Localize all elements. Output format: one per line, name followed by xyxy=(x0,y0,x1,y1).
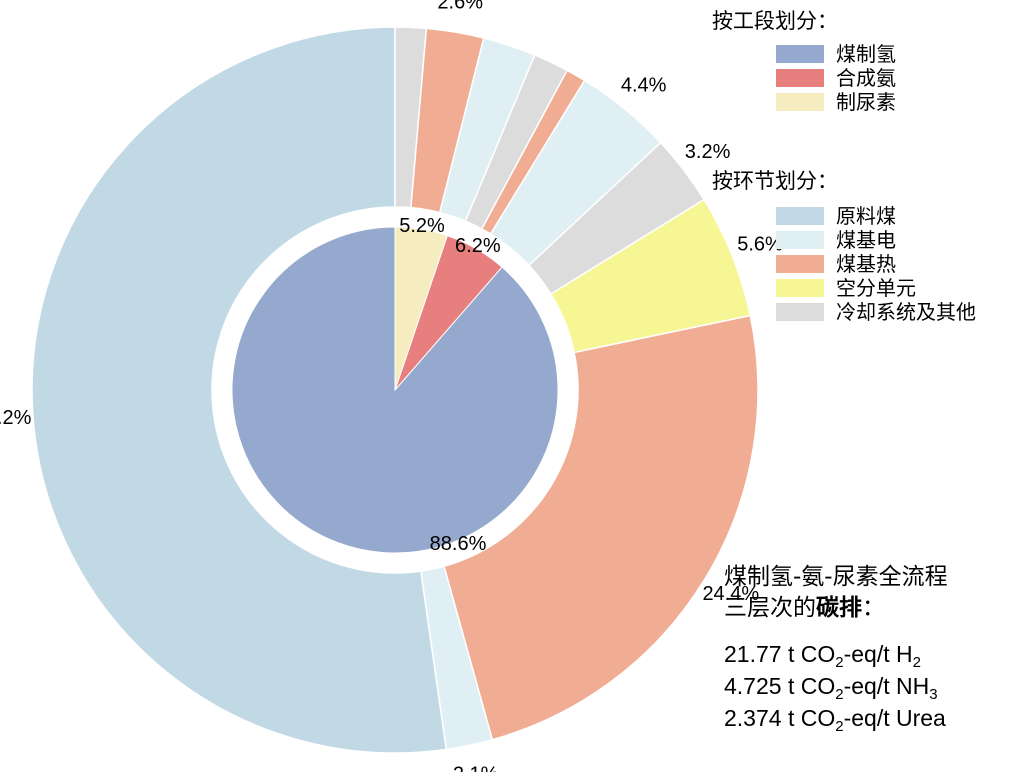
unit-subscript: 2 xyxy=(835,686,844,703)
outer-slice-label-3: 5.6% xyxy=(737,233,783,255)
inner-slice-label-1: 6.2% xyxy=(455,235,501,257)
summary-title: 煤制氢-氨-尿素全流程 三层次的碳排： xyxy=(724,562,1010,624)
outer-slice-label-4: 3.2% xyxy=(685,141,731,163)
summary-title-line2: 三层次的碳排： xyxy=(724,593,1010,624)
summary-line-ammonia: 4.725 t CO2-eq/t NH3 xyxy=(724,670,1010,702)
carbon-emission-summary: 煤制氢-氨-尿素全流程 三层次的碳排： 21.77 t CO2-eq/t H2 … xyxy=(724,562,1010,734)
unit-text: -eq/t NH xyxy=(843,673,930,699)
legend-swatch xyxy=(776,231,824,249)
unit-text: t CO xyxy=(787,641,836,667)
summary-line-urea: 2.374 t CO2-eq/t Urea xyxy=(724,702,1010,734)
outer-slice-label-2: 24.4% xyxy=(702,583,759,605)
unit-subscript: 2 xyxy=(835,654,844,671)
inner-slice-label-0: 88.6% xyxy=(430,533,487,555)
outer-ring-labels: 53.2% 2.1% 24.4% 5.6% 3.2% 4.4% 2.6% xyxy=(0,0,783,772)
legend-swatch xyxy=(776,69,824,87)
outer-slice-2 xyxy=(443,314,759,741)
legend-item-air-separation: 空分单元 xyxy=(776,276,916,300)
legend-label: 合成氨 xyxy=(836,66,896,90)
unit-text: t CO xyxy=(787,673,836,699)
process-stage-legend: 按工段划分： 煤制氢 合成氨 制尿素 xyxy=(712,8,896,114)
inner-slice-2 xyxy=(394,226,448,391)
summary-values: 21.77 t CO2-eq/t H2 4.725 t CO2-eq/t NH3… xyxy=(724,638,1010,734)
legend-label: 制尿素 xyxy=(836,90,896,114)
legend-swatch xyxy=(776,303,824,321)
legend-item-cooling-other: 冷却系统及其他 xyxy=(776,300,976,324)
summary-title-suffix: ： xyxy=(862,595,885,621)
summary-title-prefix: 三层次的 xyxy=(724,595,816,621)
legend-label: 空分单元 xyxy=(836,276,916,300)
process-step-legend: 按环节划分： 原料煤 煤基电 煤基热 空分单元 冷却系统及其他 xyxy=(712,168,976,324)
outer-slice-label-0: 53.2% xyxy=(0,407,32,429)
outer-slice-label-5: 4.4% xyxy=(621,75,667,97)
summary-line-hydrogen: 21.77 t CO2-eq/t H2 xyxy=(724,638,1010,670)
legend-swatch xyxy=(776,93,824,111)
summary-title-bold: 碳排 xyxy=(816,595,862,621)
summary-value: 4.725 xyxy=(724,673,782,699)
legend-item-coal-power: 煤基电 xyxy=(776,228,896,252)
outer-ring xyxy=(31,26,759,754)
summary-title-line1: 煤制氢-氨-尿素全流程 xyxy=(724,564,948,590)
legend-item-raw-coal: 原料煤 xyxy=(776,204,896,228)
legend-swatch xyxy=(776,45,824,63)
legend-label: 煤制氢 xyxy=(836,42,896,66)
legend-swatch xyxy=(776,207,824,225)
unit-text: -eq/t Urea xyxy=(843,705,946,731)
legend-label: 煤基电 xyxy=(836,228,896,252)
legend-swatch xyxy=(776,279,824,297)
unit-text: t CO xyxy=(787,705,836,731)
summary-value: 21.77 xyxy=(724,641,782,667)
inner-pie xyxy=(231,226,559,554)
outer-slice-label-1: 2.1% xyxy=(453,764,499,772)
unit-subscript: 3 xyxy=(929,686,938,703)
summary-value: 2.374 xyxy=(724,705,782,731)
outer-slice-10 xyxy=(394,26,428,209)
legend-label: 煤基热 xyxy=(836,252,896,276)
legend-item-hydrogen: 煤制氢 xyxy=(776,42,896,66)
process-step-legend-title: 按环节划分： xyxy=(712,169,838,193)
outer-slice-0 xyxy=(31,26,448,754)
inner-pie-labels: 88.6% 6.2% 5.2% xyxy=(399,215,501,555)
outer-slice-label-9: 2.6% xyxy=(437,0,483,13)
unit-subscript: 2 xyxy=(835,718,844,735)
legend-swatch xyxy=(776,255,824,273)
inner-slice-label-2: 5.2% xyxy=(399,215,445,237)
process-stage-legend-title: 按工段划分： xyxy=(712,9,838,33)
legend-label: 原料煤 xyxy=(836,204,896,228)
legend-item-coal-heat: 煤基热 xyxy=(776,252,896,276)
legend-item-ammonia: 合成氨 xyxy=(776,66,896,90)
unit-subscript: 2 xyxy=(912,654,921,671)
legend-label: 冷却系统及其他 xyxy=(836,300,976,324)
legend-item-urea: 制尿素 xyxy=(776,90,896,114)
unit-text: -eq/t H xyxy=(843,641,913,667)
